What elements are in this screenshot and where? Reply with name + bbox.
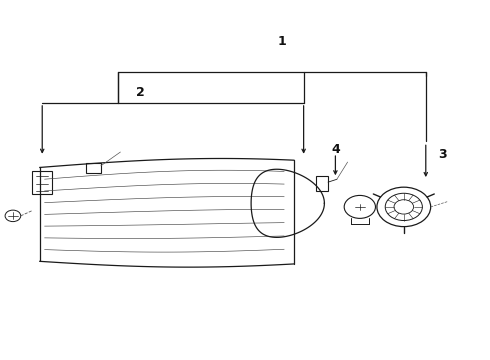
Text: 1: 1	[277, 35, 286, 49]
Text: 4: 4	[331, 143, 340, 156]
Text: 3: 3	[439, 148, 447, 161]
Text: 2: 2	[136, 86, 145, 99]
